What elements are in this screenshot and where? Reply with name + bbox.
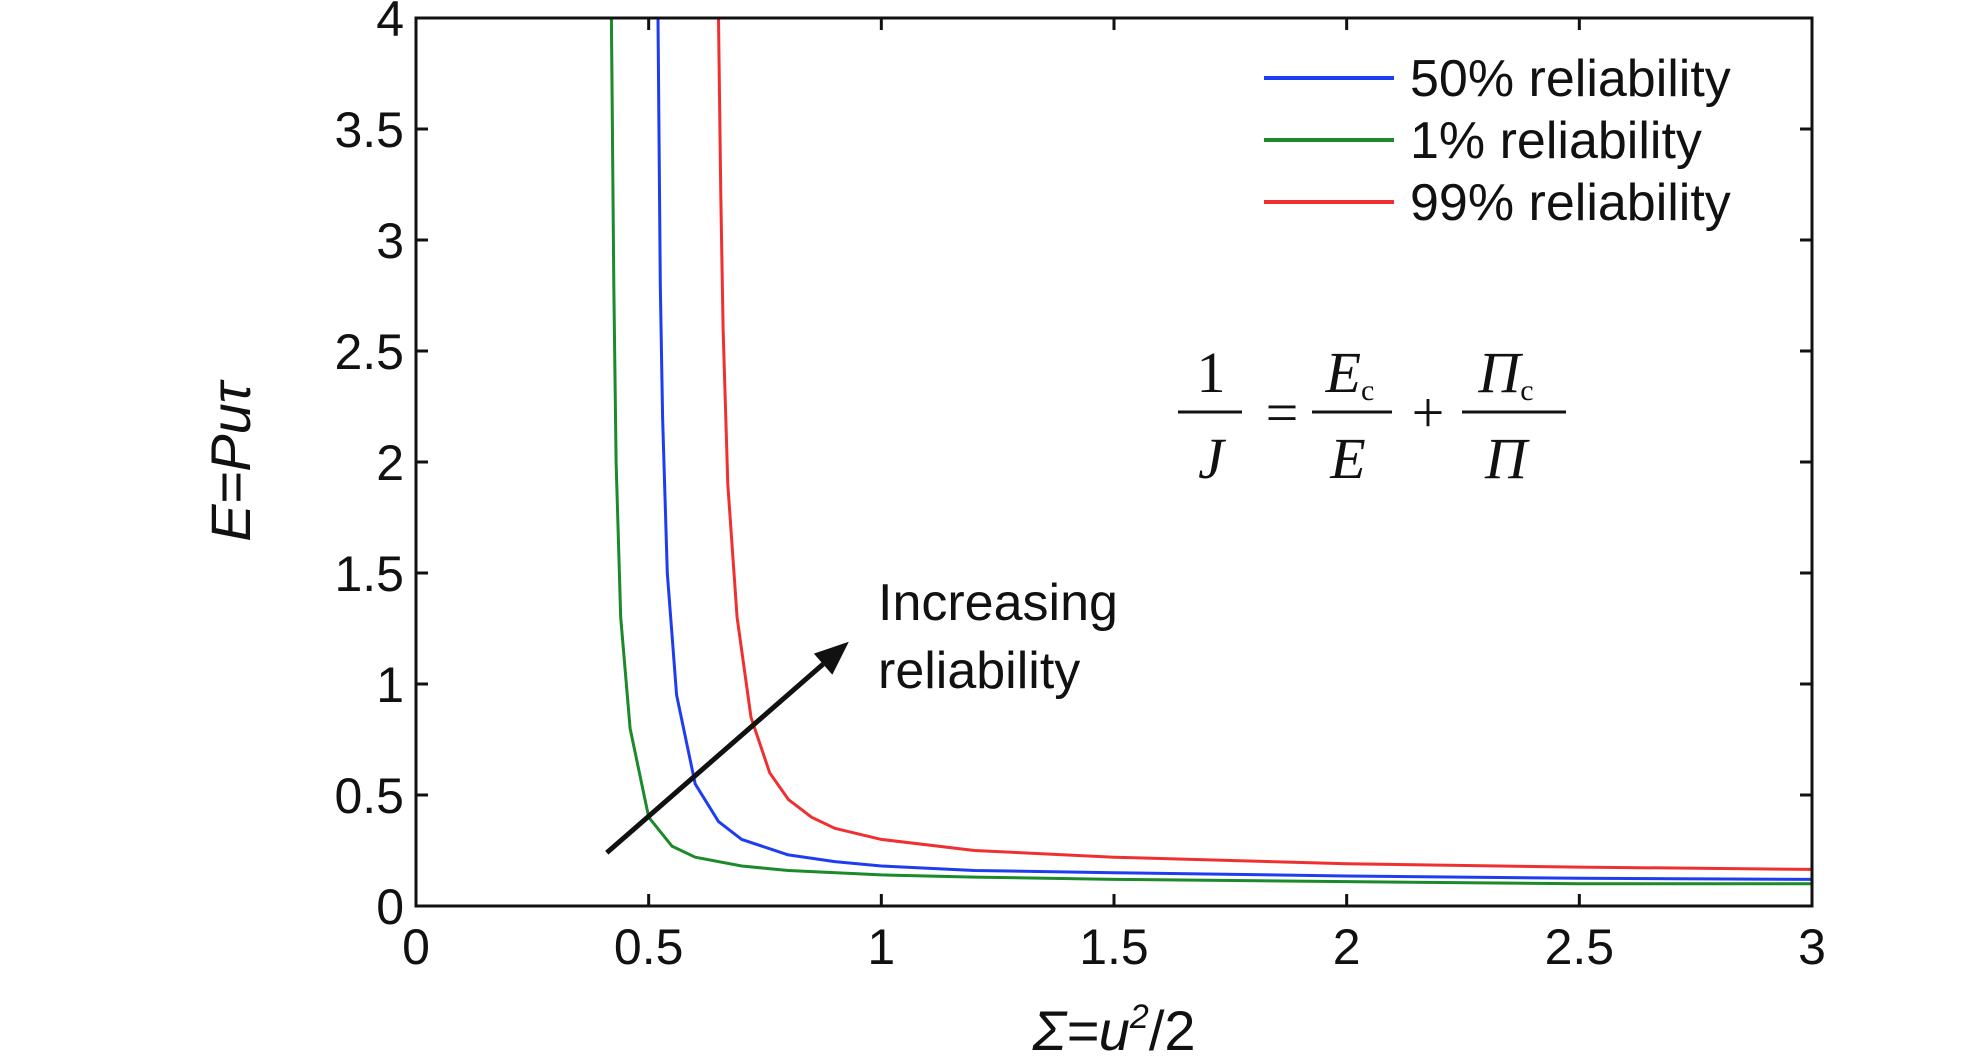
x-axis-title-var: Σ	[1031, 999, 1068, 1062]
x-tick-label: 2.5	[1545, 919, 1615, 975]
eq-e: E	[1329, 426, 1365, 491]
annotation-arrow-shaft	[605, 662, 825, 855]
y-axis-title: E=Puτ	[199, 379, 262, 542]
annotation-layer: Increasing reliability	[605, 565, 1242, 855]
x-axis-title-sup: 2	[1129, 998, 1149, 1036]
series-line	[656, 17, 1813, 881]
eq-pc-sub: c	[1520, 374, 1533, 407]
eq-ec-sub: c	[1361, 374, 1374, 407]
legend-box	[1240, 44, 1760, 274]
legend-label: 99% reliability	[1410, 174, 1731, 232]
x-tick-label: 1	[867, 919, 895, 975]
x-tick-label: 0.5	[614, 919, 684, 975]
plot-frame	[414, 16, 1814, 908]
annotation-text: reliability	[878, 642, 1080, 700]
series-layer	[609, 17, 1813, 886]
y-tick-label: 0.5	[334, 768, 404, 824]
series-line	[609, 17, 1812, 886]
x-tick-label: 0	[402, 919, 430, 975]
legend-label: 1% reliability	[1410, 112, 1702, 170]
eq-ec-base: E	[1325, 340, 1361, 405]
x-tick-label: 2	[1333, 919, 1361, 975]
x-tick-label: 3	[1798, 919, 1826, 975]
x-tick-label: 1.5	[1079, 919, 1149, 975]
eq-pc: Πc	[1477, 340, 1533, 407]
annotation-box	[862, 565, 1242, 740]
eq-equals: =	[1266, 380, 1299, 445]
y-tick-label: 1.5	[334, 546, 404, 602]
equation: 1 J = Ec E + Πc Π	[1160, 335, 1580, 510]
x-axis-title-mid: =u	[1066, 999, 1130, 1062]
eq-ec: Ec	[1325, 340, 1375, 407]
y-tick-label: 2.5	[334, 324, 404, 380]
y-tick-label: 2	[376, 435, 404, 491]
equation-box	[1160, 335, 1580, 510]
y-tick-label: 1	[376, 657, 404, 713]
eq-pc-base: Π	[1477, 340, 1523, 405]
series-line	[717, 17, 1813, 871]
ticks-layer: 0 0.5 1 1.5 2 2.5 3 0 0.5 1 1.5 2 2.5 3 3.5 4	[334, 0, 1825, 975]
legend-label: 50% reliability	[1410, 50, 1731, 108]
y-tick-label: 3.5	[334, 102, 404, 158]
annotation-arrow-head	[813, 641, 849, 675]
annotation-text: Increasing	[878, 574, 1118, 632]
y-tick-label: 3	[376, 213, 404, 269]
x-axis-title-rest: /2	[1149, 999, 1196, 1062]
eq-plus: +	[1412, 380, 1445, 445]
eq-one: 1	[1197, 340, 1226, 405]
eq-j: J	[1198, 426, 1227, 491]
y-tick-label: 0	[376, 879, 404, 935]
y-tick-label: 4	[376, 0, 404, 47]
eq-p: Π	[1484, 426, 1530, 491]
x-axis-title: Σ=u2/2	[1031, 998, 1195, 1062]
